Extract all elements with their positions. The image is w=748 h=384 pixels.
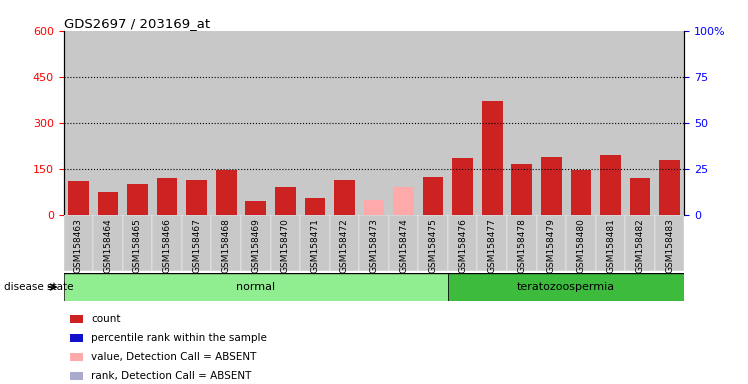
Bar <box>241 215 271 271</box>
Bar <box>330 31 359 215</box>
Bar <box>571 170 591 215</box>
Bar <box>300 215 330 271</box>
Text: GSM158470: GSM158470 <box>280 218 289 273</box>
Text: GSM158463: GSM158463 <box>74 218 83 273</box>
Bar <box>123 215 153 271</box>
Bar <box>654 215 684 271</box>
Bar <box>448 273 684 301</box>
Text: GSM158482: GSM158482 <box>636 218 645 273</box>
Bar <box>536 31 566 215</box>
Text: GSM158467: GSM158467 <box>192 218 201 273</box>
Bar <box>330 215 359 271</box>
Bar <box>271 215 300 271</box>
Bar <box>245 201 266 215</box>
Bar <box>64 215 94 271</box>
Bar <box>389 215 418 271</box>
Text: GSM158475: GSM158475 <box>429 218 438 273</box>
Text: percentile rank within the sample: percentile rank within the sample <box>91 333 267 343</box>
Text: disease state: disease state <box>4 282 73 292</box>
Bar <box>127 184 148 215</box>
Bar <box>654 31 684 215</box>
Text: GDS2697 / 203169_at: GDS2697 / 203169_at <box>64 17 209 30</box>
Bar <box>68 181 89 215</box>
Text: GSM158479: GSM158479 <box>547 218 556 273</box>
Bar <box>123 31 153 215</box>
Text: GSM158465: GSM158465 <box>133 218 142 273</box>
Bar <box>595 31 625 215</box>
Bar <box>359 215 389 271</box>
Bar <box>566 215 595 271</box>
Bar <box>334 180 355 215</box>
Bar <box>182 215 212 271</box>
Text: normal: normal <box>236 282 275 292</box>
Bar <box>393 187 414 215</box>
Bar <box>241 31 271 215</box>
Bar <box>507 31 536 215</box>
Bar <box>271 31 300 215</box>
Text: GSM158471: GSM158471 <box>310 218 319 273</box>
Bar <box>507 215 536 271</box>
Bar <box>625 31 654 215</box>
Text: GSM158478: GSM158478 <box>518 218 527 273</box>
Bar <box>94 31 123 215</box>
Text: teratozoospermia: teratozoospermia <box>517 282 615 292</box>
Text: count: count <box>91 314 120 324</box>
Bar <box>600 155 621 215</box>
Text: GSM158480: GSM158480 <box>577 218 586 273</box>
Bar <box>418 215 448 271</box>
Bar <box>448 31 477 215</box>
Bar <box>186 180 207 215</box>
Bar <box>153 31 182 215</box>
Bar <box>304 198 325 215</box>
Text: GSM158483: GSM158483 <box>665 218 674 273</box>
Bar <box>275 187 295 215</box>
Text: GSM158473: GSM158473 <box>370 218 378 273</box>
Bar <box>359 31 389 215</box>
Bar <box>64 31 94 215</box>
Bar <box>70 372 84 380</box>
Text: GSM158476: GSM158476 <box>459 218 468 273</box>
Bar <box>595 215 625 271</box>
Bar <box>423 177 444 215</box>
Bar <box>182 31 212 215</box>
Bar <box>566 31 595 215</box>
Bar <box>70 353 84 361</box>
Bar <box>536 215 566 271</box>
Text: GSM158472: GSM158472 <box>340 218 349 273</box>
Bar <box>630 178 651 215</box>
Bar <box>541 157 562 215</box>
Text: GSM158481: GSM158481 <box>606 218 615 273</box>
Bar <box>156 178 177 215</box>
Bar <box>448 215 477 271</box>
Bar <box>625 215 654 271</box>
Bar <box>216 170 236 215</box>
Text: GSM158466: GSM158466 <box>162 218 171 273</box>
Bar <box>70 334 84 342</box>
Text: GSM158464: GSM158464 <box>103 218 112 273</box>
Bar <box>300 31 330 215</box>
Bar <box>94 215 123 271</box>
Bar <box>418 31 448 215</box>
Bar <box>153 215 182 271</box>
Bar <box>659 160 680 215</box>
Bar <box>364 200 384 215</box>
Bar <box>389 31 418 215</box>
Bar <box>212 215 241 271</box>
Text: GSM158468: GSM158468 <box>221 218 230 273</box>
Bar <box>512 164 532 215</box>
Bar <box>70 315 84 323</box>
Bar <box>64 273 448 301</box>
Bar <box>212 31 241 215</box>
Text: GSM158477: GSM158477 <box>488 218 497 273</box>
Bar <box>477 215 507 271</box>
Bar <box>477 31 507 215</box>
Text: rank, Detection Call = ABSENT: rank, Detection Call = ABSENT <box>91 371 251 381</box>
Text: value, Detection Call = ABSENT: value, Detection Call = ABSENT <box>91 352 257 362</box>
Text: GSM158469: GSM158469 <box>251 218 260 273</box>
Bar <box>97 192 118 215</box>
Text: GSM158474: GSM158474 <box>399 218 408 273</box>
Bar <box>482 101 503 215</box>
Bar <box>453 158 473 215</box>
